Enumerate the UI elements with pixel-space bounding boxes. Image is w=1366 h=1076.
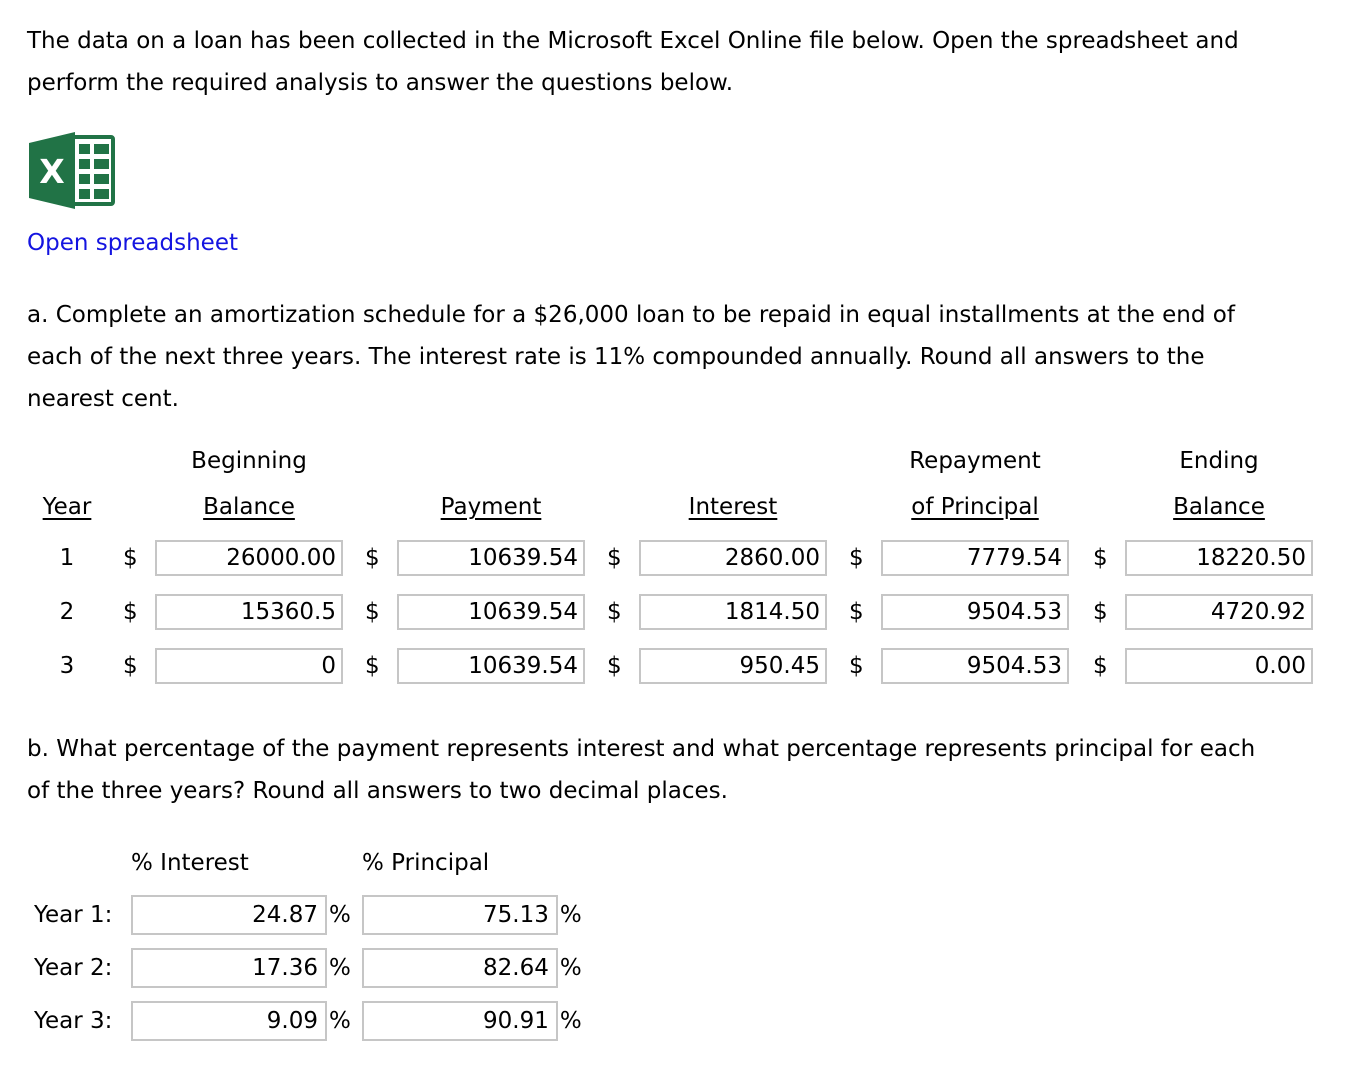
header-percent-principal: % Principal: [362, 850, 490, 876]
part-a-line-2: each of the next three years. The intere…: [27, 344, 1205, 370]
principal-percent-input-year1[interactable]: [361, 895, 558, 935]
part-b-paragraph: b. What percentage of the payment repres…: [27, 728, 1366, 812]
beginning-balance-input-year2[interactable]: [155, 594, 343, 630]
percent-symbol: %: [329, 902, 351, 928]
intro-line-2: perform the required analysis to answer …: [27, 70, 734, 96]
percentage-row-year-2: Year 2: % %: [27, 948, 1366, 988]
percentage-row-year-1: Year 1: % %: [27, 895, 1366, 935]
interest-percent-input-year1[interactable]: [131, 895, 327, 935]
year-number: 2: [59, 599, 75, 625]
percent-symbol: %: [559, 1008, 582, 1034]
payment-input-year3[interactable]: [397, 648, 585, 684]
table-row-year-2: 2 $ $ $ $ $: [27, 594, 1366, 630]
row-label: Year 2:: [34, 955, 113, 981]
header-repayment-top: Repayment: [909, 448, 1041, 474]
header-beginning-balance: Balance: [203, 494, 295, 520]
interest-input-year2[interactable]: [639, 594, 827, 630]
currency-symbol: $: [1093, 653, 1108, 679]
intro-paragraph: The data on a loan has been collected in…: [27, 20, 1366, 104]
open-spreadsheet-link[interactable]: Open spreadsheet: [27, 230, 238, 256]
currency-symbol: $: [849, 545, 864, 571]
ending-balance-input-year1[interactable]: [1125, 540, 1313, 576]
payment-input-year2[interactable]: [397, 594, 585, 630]
percentage-rows: Year 1: % % Year 2: % % Year 3: % %: [27, 895, 1366, 1041]
interest-percent-input-year3[interactable]: [131, 1001, 327, 1041]
header-ending-top: Ending: [1179, 448, 1259, 474]
row-label: Year 3:: [34, 1008, 113, 1034]
spreadsheet-block: X Open spreadsheet: [27, 128, 1366, 258]
percentage-header-row: % Interest % Principal: [27, 848, 1366, 878]
percent-symbol: %: [329, 1008, 351, 1034]
table-header-top-row: Beginning Repayment Ending: [27, 446, 1366, 476]
currency-symbol: $: [849, 599, 864, 625]
year-number: 3: [59, 653, 75, 679]
percent-symbol: %: [559, 955, 582, 981]
currency-symbol: $: [607, 653, 622, 679]
table-row-year-1: 1 $ $ $ $ $: [27, 540, 1366, 576]
interest-percent-input-year2[interactable]: [131, 948, 327, 988]
percent-symbol: %: [559, 902, 582, 928]
currency-symbol: $: [607, 599, 622, 625]
svg-text:X: X: [39, 152, 64, 191]
percent-symbol: %: [329, 955, 351, 981]
ending-balance-input-year3[interactable]: [1125, 648, 1313, 684]
part-a-paragraph: a. Complete an amortization schedule for…: [27, 294, 1366, 420]
beginning-balance-input-year3[interactable]: [155, 648, 343, 684]
header-percent-interest: % Interest: [131, 850, 249, 876]
header-payment: Payment: [440, 494, 542, 520]
intro-line-1: The data on a loan has been collected in…: [27, 28, 1239, 54]
currency-symbol: $: [1093, 545, 1108, 571]
repayment-input-year1[interactable]: [881, 540, 1069, 576]
currency-symbol: $: [123, 599, 138, 625]
ending-balance-input-year2[interactable]: [1125, 594, 1313, 630]
currency-symbol: $: [365, 653, 380, 679]
part-b-line-1: b. What percentage of the payment repres…: [27, 736, 1256, 762]
payment-input-year1[interactable]: [397, 540, 585, 576]
amortization-table: Beginning Repayment Ending Year Balance …: [27, 446, 1366, 684]
currency-symbol: $: [123, 545, 138, 571]
table-row-year-3: 3 $ $ $ $ $: [27, 648, 1366, 684]
interest-input-year3[interactable]: [639, 648, 827, 684]
percentage-answers: % Interest % Principal Year 1: % % Year …: [27, 848, 1366, 1041]
principal-percent-input-year2[interactable]: [361, 948, 558, 988]
table-body: 1 $ $ $ $ $ 2: [27, 540, 1366, 684]
currency-symbol: $: [849, 653, 864, 679]
repayment-input-year3[interactable]: [881, 648, 1069, 684]
part-a-line-3: nearest cent.: [27, 386, 179, 412]
part-b-line-2: of the three years? Round all answers to…: [27, 778, 728, 804]
currency-symbol: $: [607, 545, 622, 571]
header-ending-balance: Balance: [1173, 494, 1265, 520]
part-a-line-1: a. Complete an amortization schedule for…: [27, 302, 1235, 328]
header-beginning-top: Beginning: [191, 448, 307, 474]
row-label: Year 1:: [34, 902, 113, 928]
currency-symbol: $: [123, 653, 138, 679]
currency-symbol: $: [365, 545, 380, 571]
repayment-input-year2[interactable]: [881, 594, 1069, 630]
header-interest: Interest: [688, 494, 778, 520]
excel-icon: X: [29, 132, 115, 209]
beginning-balance-input-year1[interactable]: [155, 540, 343, 576]
header-repayment-of-principal: of Principal: [911, 494, 1039, 520]
header-year: Year: [42, 494, 92, 520]
table-header-row: Year Balance Payment Interest of Princip…: [27, 492, 1366, 522]
year-number: 1: [59, 545, 75, 571]
percentage-row-year-3: Year 3: % %: [27, 1001, 1366, 1041]
principal-percent-input-year3[interactable]: [361, 1001, 558, 1041]
currency-symbol: $: [365, 599, 380, 625]
currency-symbol: $: [1093, 599, 1108, 625]
interest-input-year1[interactable]: [639, 540, 827, 576]
